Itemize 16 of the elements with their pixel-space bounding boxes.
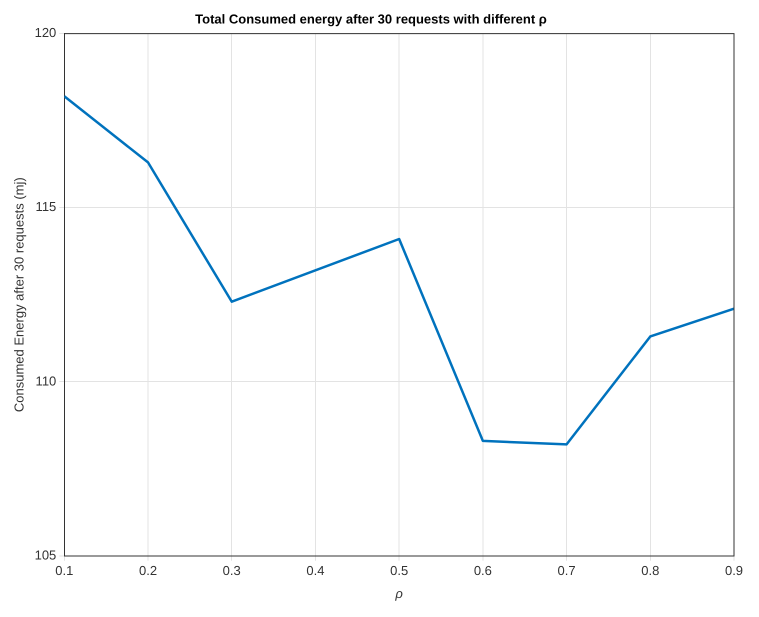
x-tick-label: 0.5	[390, 563, 408, 578]
y-tick-label: 115	[36, 199, 56, 214]
x-tick-label: 0.3	[222, 563, 241, 578]
x-axis-title: ρ	[394, 586, 404, 601]
x-tick-label: 0.4	[306, 563, 324, 578]
y-tick-label: 110	[36, 373, 56, 388]
chart-title: Total Consumed energy after 30 requests with different ρ	[195, 11, 547, 26]
y-tick-label: 105	[34, 547, 56, 562]
x-tick-label: 0.6	[474, 563, 492, 578]
x-tick-label: 0.8	[641, 563, 660, 578]
x-tick-label: 0.2	[138, 563, 158, 578]
y-axis-title: Consumed Energy after 30 requests (mj)	[11, 177, 26, 412]
x-tick-label: 0.9	[724, 563, 744, 578]
y-tick-label: 120	[34, 25, 56, 40]
x-tick-label: 0.7	[558, 563, 576, 578]
x-tick-label: 0.1	[55, 563, 74, 578]
